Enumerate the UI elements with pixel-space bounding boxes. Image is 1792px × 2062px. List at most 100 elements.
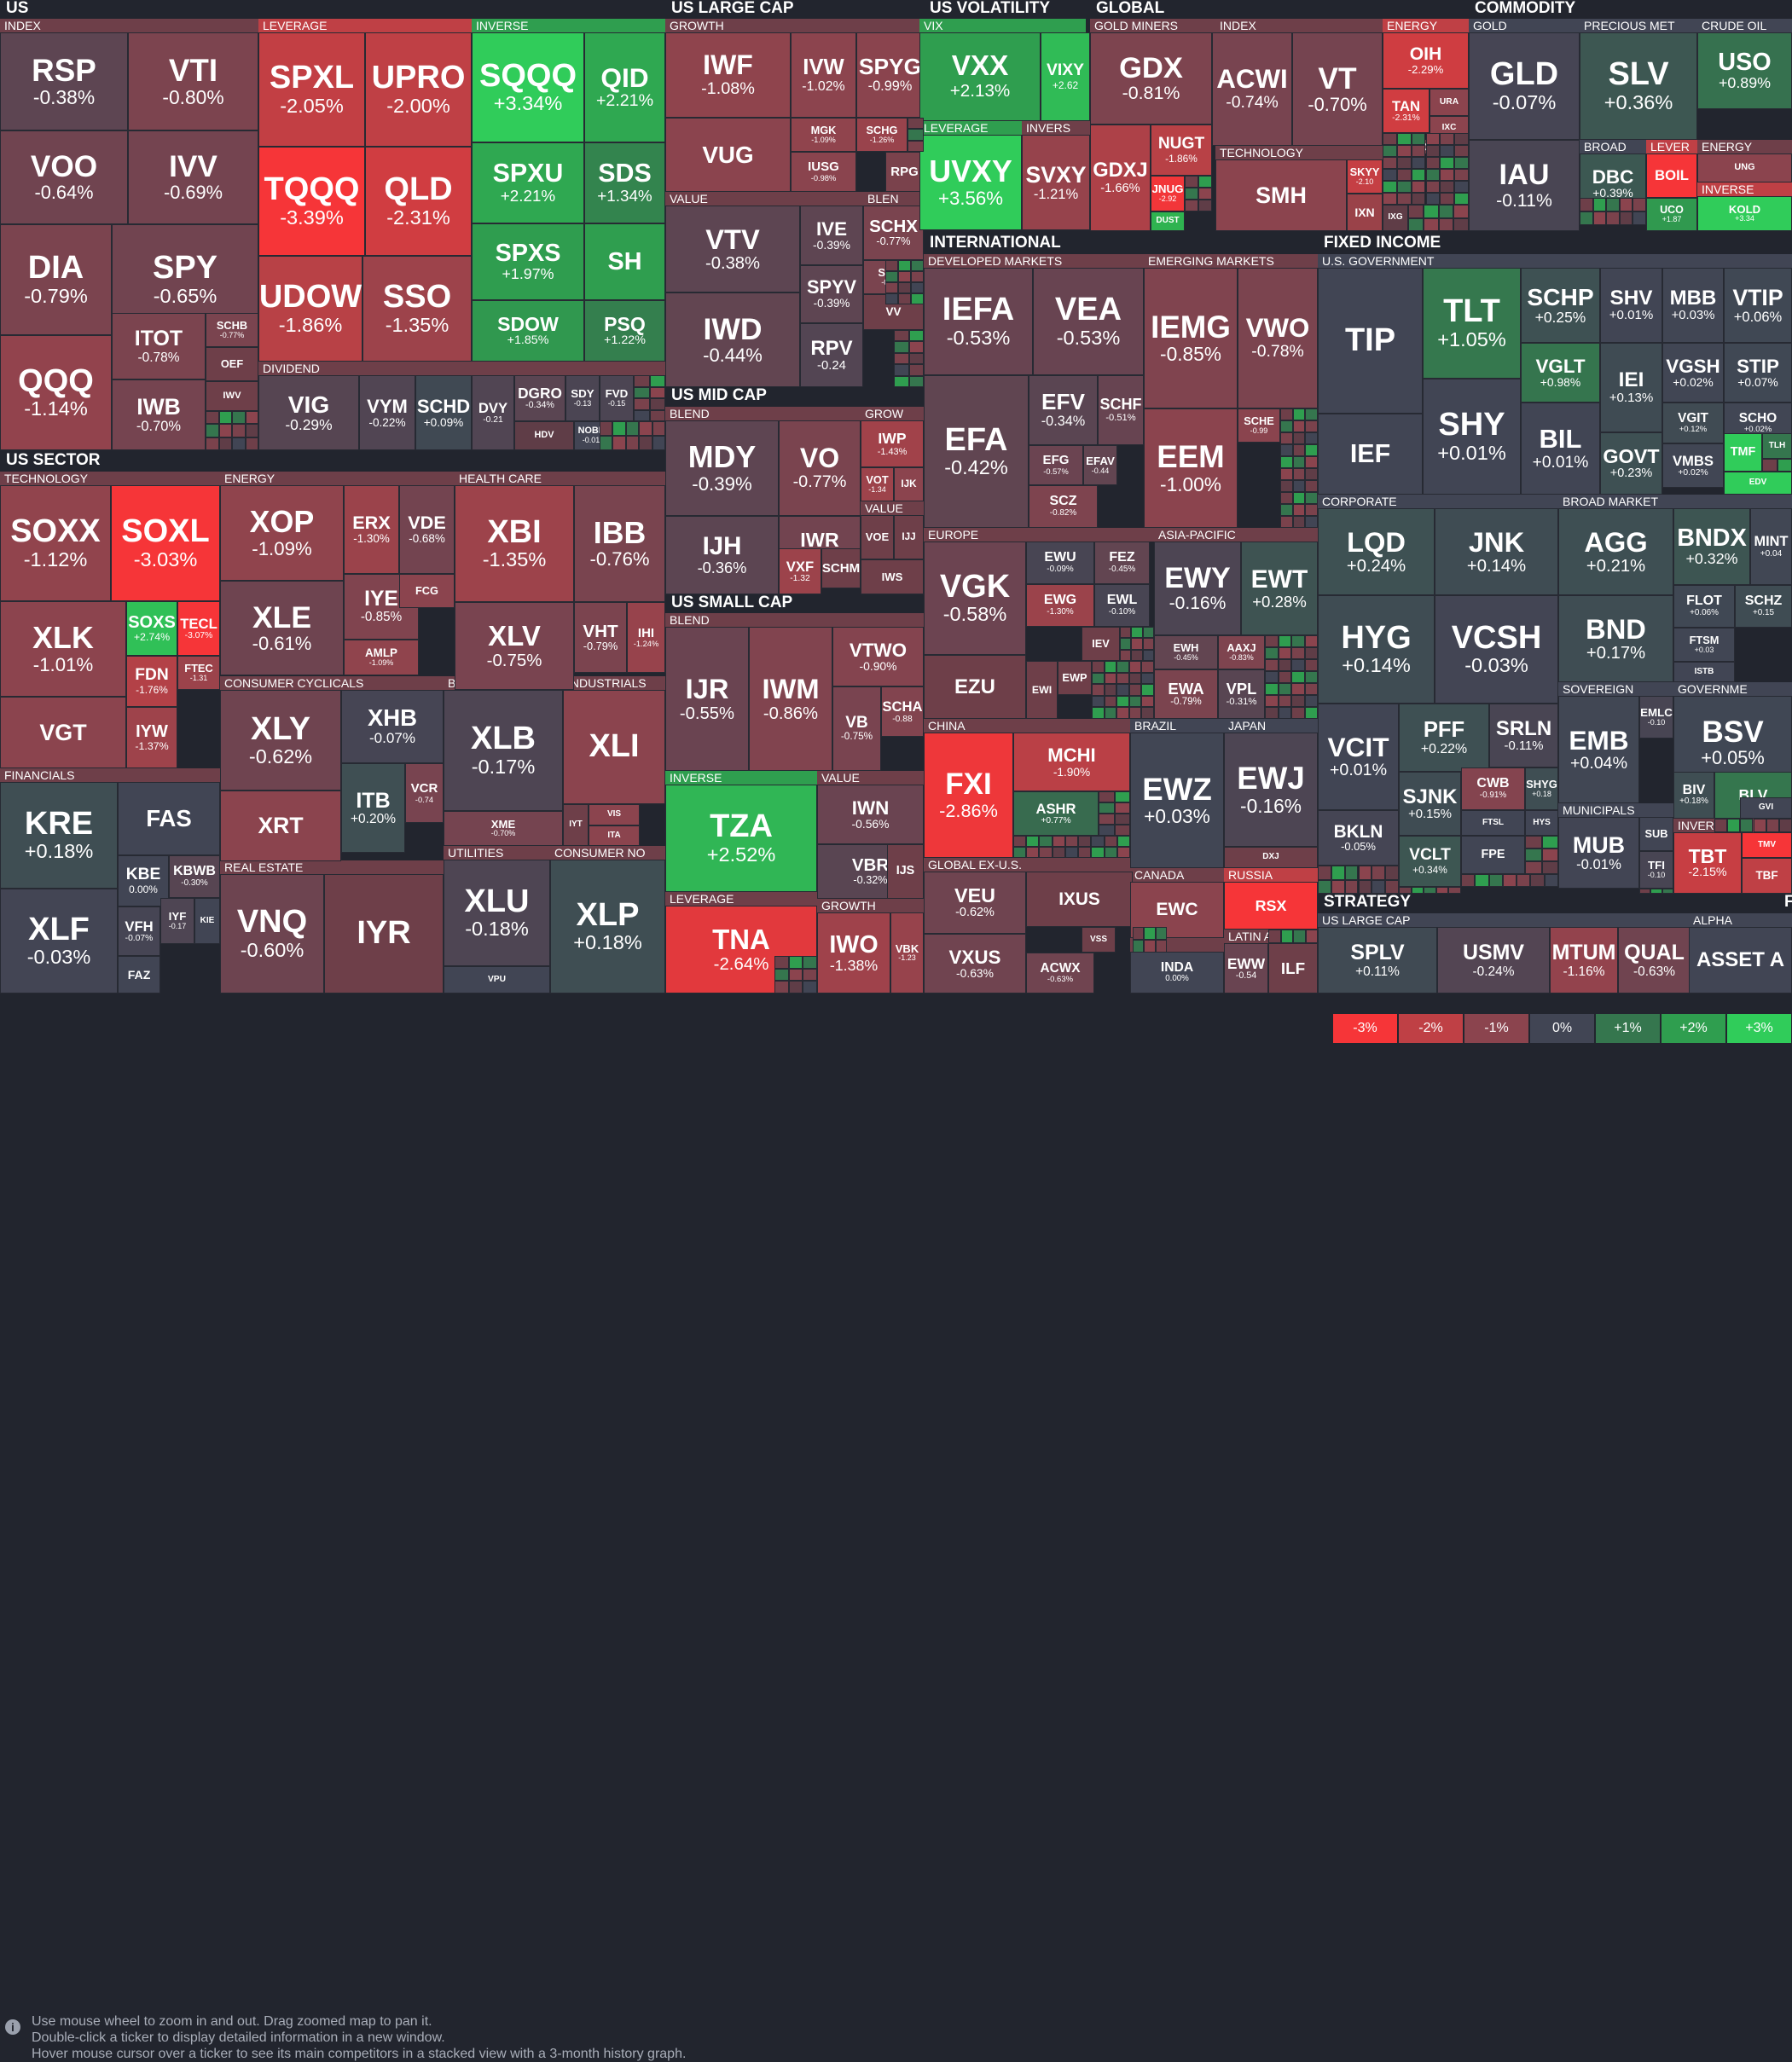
ticker-tile-mgk[interactable]: MGK-1.09% (791, 118, 856, 152)
ticker-tile-ijs[interactable]: IJS (887, 844, 924, 899)
mini-ticker-cell[interactable] (911, 293, 924, 304)
ticker-tile-oef[interactable]: OEF (206, 347, 258, 381)
mini-ticker-cell[interactable] (1293, 516, 1306, 528)
mini-ticker-cell[interactable] (1545, 874, 1558, 887)
ticker-tile-qual[interactable]: QUAL-0.63% (1618, 927, 1691, 993)
ticker-tile-iwv[interactable]: IWV (206, 381, 258, 411)
ticker-tile-voo[interactable]: VOO-0.64% (0, 130, 128, 224)
mini-ticker-cell[interactable] (1305, 635, 1319, 647)
mini-ticker-cell[interactable] (1383, 157, 1397, 169)
mini-ticker-cell[interactable] (1026, 836, 1039, 847)
mini-ticker-cell[interactable] (1279, 671, 1292, 683)
mini-ticker-cell[interactable] (1305, 492, 1318, 504)
section-header[interactable]: US SECTOR (0, 452, 665, 471)
ticker-tile-fez[interactable]: FEZ-0.45% (1094, 542, 1150, 584)
ticker-tile-ewy[interactable]: EWY-0.16% (1154, 542, 1241, 635)
ticker-tile-vtv[interactable]: VTV-0.38% (665, 206, 800, 293)
mini-ticker-cell[interactable] (1399, 887, 1412, 894)
mini-ticker-cell[interactable] (1116, 673, 1129, 685)
mini-ticker-cell[interactable] (1115, 791, 1131, 802)
mini-ticker-cell[interactable] (1426, 157, 1441, 169)
mini-ticker-cell[interactable] (909, 330, 925, 341)
mini-ticker-cell[interactable] (1620, 211, 1633, 225)
mini-ticker-cell[interactable] (1530, 874, 1544, 887)
ticker-tile-ftsl[interactable]: FTSL (1461, 810, 1525, 836)
mini-ticker-cell[interactable] (803, 956, 817, 969)
mini-ticker-cell[interactable] (1454, 181, 1469, 193)
mini-ticker-cell[interactable] (898, 293, 911, 304)
ticker-tile-schp[interactable]: SCHP+0.25% (1521, 268, 1600, 343)
mini-ticker-cell[interactable] (1542, 861, 1559, 874)
ticker-tile-tqqq[interactable]: TQQQ-3.39% (258, 147, 365, 256)
ticker-tile-ijj[interactable]: IJJ (894, 515, 924, 559)
ticker-tile-jnk[interactable]: JNK+0.14% (1435, 508, 1558, 595)
mini-ticker-cell[interactable] (1265, 695, 1279, 707)
ticker-tile-tbf[interactable]: TBF (1742, 858, 1792, 894)
mini-ticker-cell[interactable] (1778, 459, 1792, 472)
mini-ticker-cell[interactable] (1291, 647, 1305, 659)
ticker-tile-iau[interactable]: IAU-0.11% (1469, 140, 1580, 231)
ticker-tile-veu[interactable]: VEU-0.62% (924, 872, 1026, 934)
mini-ticker-cell[interactable] (1133, 927, 1144, 940)
ticker-tile-efv[interactable]: EFV-0.34% (1029, 375, 1098, 445)
mini-ticker-cell[interactable] (232, 411, 246, 424)
mini-ticker-cell[interactable] (1383, 193, 1397, 205)
ticker-tile-ezu[interactable]: EZU (924, 655, 1026, 719)
mini-ticker-cell[interactable] (1279, 647, 1292, 659)
ticker-tile-ewp[interactable]: EWP (1058, 661, 1092, 695)
ticker-tile-vtip[interactable]: VTIP+0.06% (1724, 268, 1792, 343)
mini-ticker-cell[interactable] (1078, 836, 1091, 847)
ticker-tile-xlp[interactable]: XLP+0.18% (550, 860, 665, 993)
mini-ticker-cell[interactable] (1280, 456, 1293, 468)
ticker-tile-sche[interactable]: SCHE-0.99 (1238, 408, 1280, 443)
mini-ticker-cell[interactable] (1116, 684, 1129, 696)
mini-ticker-cell[interactable] (1439, 218, 1454, 232)
ticker-tile-vixy[interactable]: VIXY+2.62 (1041, 32, 1090, 121)
mini-ticker-cell[interactable] (639, 436, 652, 450)
ticker-tile-ijh[interactable]: IJH-0.36% (665, 516, 779, 594)
mini-ticker-cell[interactable] (1105, 696, 1117, 708)
ticker-tile-aaxj[interactable]: AAXJ-0.83% (1218, 635, 1265, 669)
mini-ticker-cell[interactable] (1129, 684, 1142, 696)
ticker-tile-nugt[interactable]: NUGT-1.86% (1151, 125, 1212, 176)
ticker-tile-iusg[interactable]: IUSG-0.98% (791, 152, 856, 192)
ticker-tile-udow[interactable]: UDOW-1.86% (258, 256, 362, 362)
ticker-tile-edv[interactable]: EDV (1724, 472, 1792, 495)
ticker-tile-xme[interactable]: XME-0.70% (444, 811, 563, 846)
mini-ticker-cell[interactable] (634, 387, 650, 399)
mini-ticker-cell[interactable] (1454, 193, 1469, 205)
ticker-tile-tlt[interactable]: TLT+1.05% (1423, 268, 1521, 379)
mini-ticker-cell[interactable] (1293, 480, 1306, 492)
mini-ticker-cell[interactable] (1305, 408, 1318, 420)
mini-ticker-cell[interactable] (1105, 847, 1117, 858)
ticker-tile-faz[interactable]: FAZ (118, 956, 160, 993)
ticker-tile-vo[interactable]: VO-0.77% (779, 420, 861, 516)
mini-ticker-cell[interactable] (1606, 198, 1620, 211)
ticker-tile-schm[interactable]: SCHM (821, 548, 861, 588)
ticker-tile-vde[interactable]: VDE-0.68% (399, 485, 455, 574)
ticker-tile-iyt[interactable]: IYT (563, 804, 589, 846)
ticker-tile-vnq[interactable]: VNQ-0.60% (220, 874, 324, 993)
ticker-tile-vug[interactable]: VUG (665, 118, 791, 192)
mini-ticker-cell[interactable] (1412, 145, 1426, 157)
ticker-tile-sdow[interactable]: SDOW+1.85% (472, 300, 584, 362)
mini-ticker-cell[interactable] (1120, 627, 1131, 638)
mini-ticker-cell[interactable] (1091, 847, 1104, 858)
mini-ticker-cell[interactable] (1762, 459, 1778, 472)
ticker-tile-gdx[interactable]: GDX-0.81% (1090, 32, 1212, 125)
ticker-tile-uso[interactable]: USO+0.89% (1697, 32, 1792, 109)
ticker-tile-xlb[interactable]: XLB-0.17% (444, 690, 563, 811)
ticker-tile-vgsh[interactable]: VGSH+0.02% (1662, 343, 1724, 403)
mini-ticker-cell[interactable] (1639, 889, 1650, 894)
ticker-tile-svxy[interactable]: SVXY-1.21% (1022, 135, 1090, 230)
ticker-tile-shv[interactable]: SHV+0.01% (1600, 268, 1662, 343)
ticker-tile-ihi[interactable]: IHI-1.24% (627, 602, 665, 673)
mini-ticker-cell[interactable] (1662, 889, 1673, 894)
mini-ticker-cell[interactable] (1412, 193, 1426, 205)
mini-ticker-cell[interactable] (894, 330, 909, 341)
ticker-tile-iwp[interactable]: IWP-1.43% (861, 420, 924, 467)
ticker-tile-qld[interactable]: QLD-2.31% (365, 147, 472, 256)
mini-ticker-cell[interactable] (232, 424, 246, 437)
ticker-tile-schg[interactable]: SCHG-1.26% (856, 118, 908, 152)
